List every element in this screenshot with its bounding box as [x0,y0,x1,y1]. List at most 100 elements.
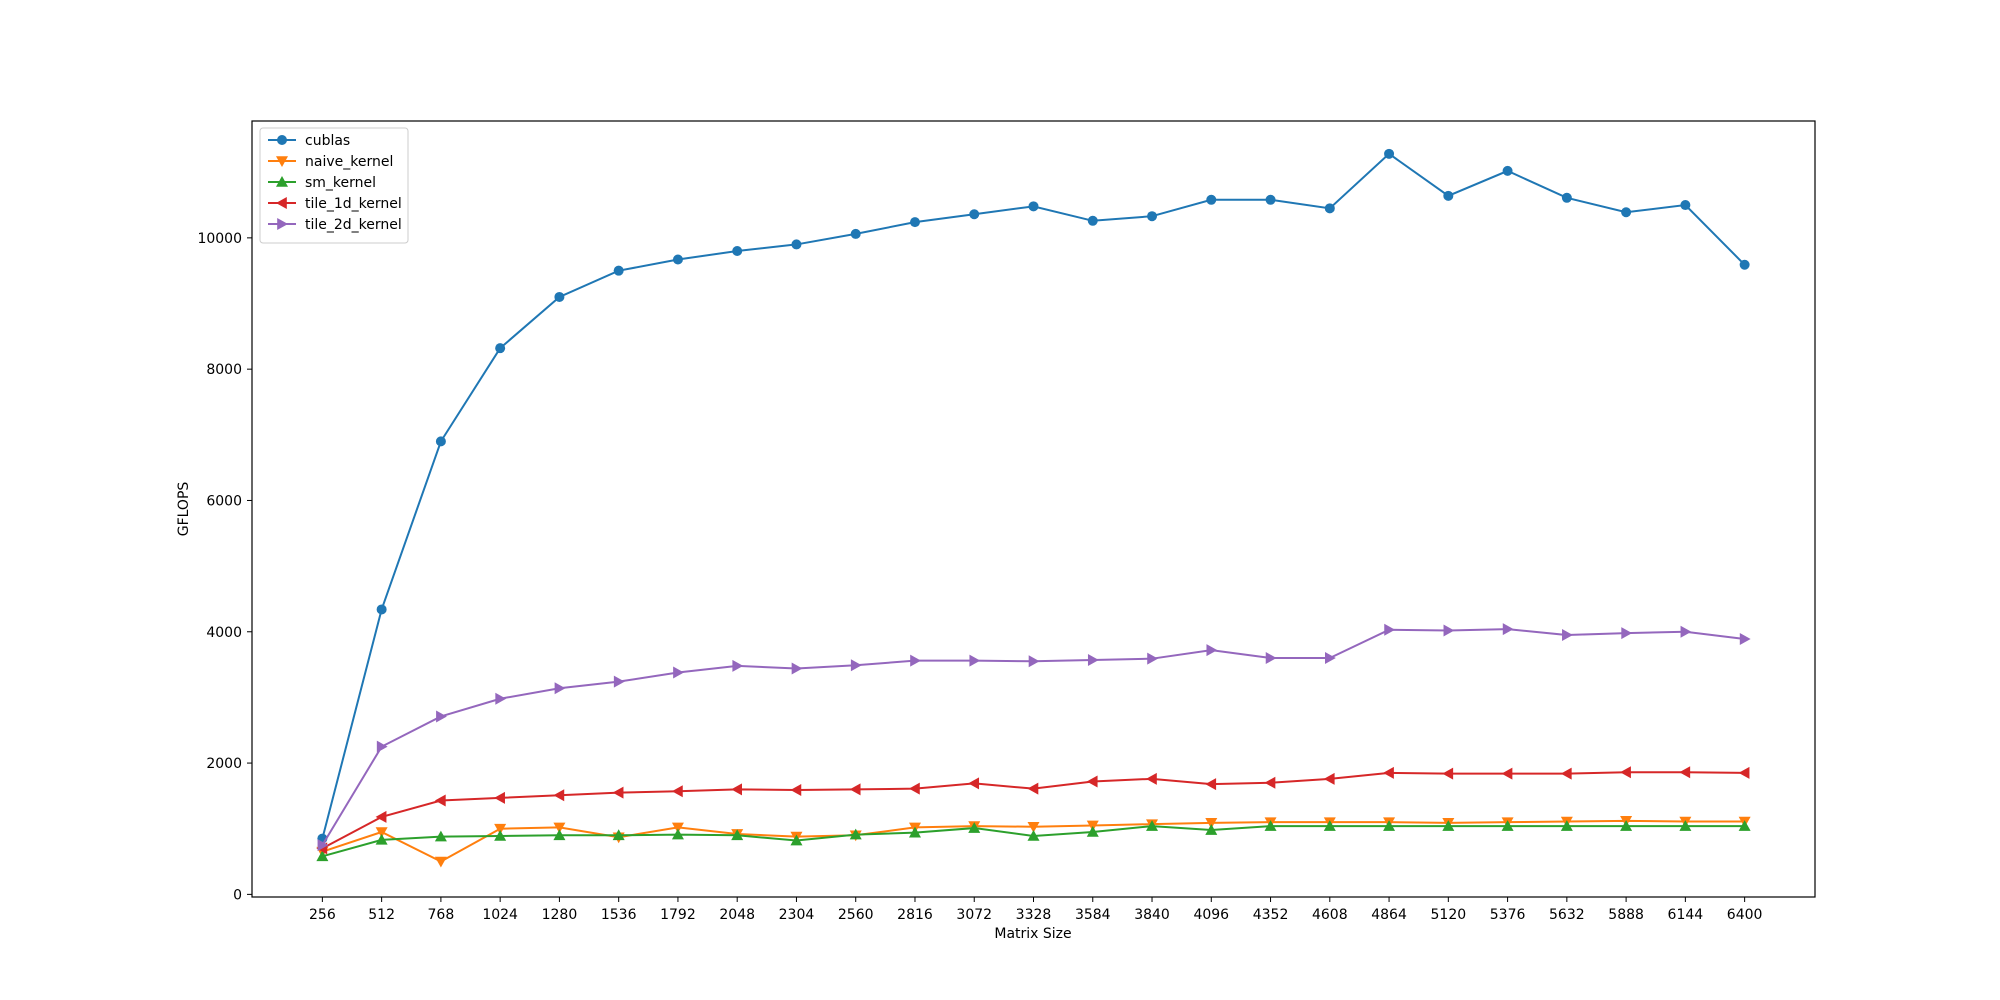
x-tick-label: 4864 [1371,907,1407,923]
y-axis: 0 2000 4000 6000 8000 10000 [197,231,252,903]
sm_kernel-point [790,834,803,846]
tile_2d_kernel-point [376,740,388,753]
tile_2d_kernel-point [554,682,566,695]
cublas-point [1324,203,1335,214]
cublas-point [495,343,506,354]
tile_2d_kernel-point [436,710,447,723]
sm_kernel-point [1027,829,1040,841]
cublas-point [1028,201,1039,212]
tile_2d_kernel-point [910,654,921,667]
cublas-point [435,436,446,447]
cublas-point [376,604,387,615]
x-tick-label: 6400 [1727,907,1763,923]
tile_1d_kernel-point [1086,775,1098,788]
tile_1d_kernel-point [790,783,802,796]
cublas-point [732,245,743,256]
sm_kernel-point [316,850,329,862]
legend-item-naive_kernel[interactable]: naive_kernel [268,154,393,170]
sm_kernel-point [1738,820,1751,831]
cublas-point [1739,259,1750,270]
sm_kernel-point [553,829,566,841]
sm_kernel-point [1146,820,1159,831]
cublas-point [1265,194,1276,205]
legend-label: tile_2d_kernel [305,217,402,233]
tile_2d_kernel-point [317,839,329,852]
tile_1d_kernel-point [1442,767,1454,780]
legend-label: tile_1d_kernel [305,196,402,212]
y-tick-label: 6000 [206,493,242,509]
tile_1d_kernel-point [1323,772,1335,785]
cublas-point [1087,215,1098,226]
cublas-point [909,217,920,228]
naive_kernel-point [1205,818,1218,829]
cublas-point [850,228,861,239]
x-tick-label: 1024 [482,907,518,923]
legend-box [259,127,409,244]
legend-item-sm_kernel[interactable]: sm_kernel [268,175,376,191]
tile_1d_kernel-point [1383,766,1394,779]
tile_2d_kernel-point [1502,623,1514,636]
legend[interactable]: cublas naive_kernel sm_kernel tile_1d_kerne… [259,127,409,244]
x-axis: 256 512 768 1024 1280 1536 1792 2048 2304 2560 281… [309,897,1762,923]
naive_kernel-point [1027,821,1040,833]
x-tick-label: 5888 [1608,907,1644,923]
tile_2d_kernel-point [1087,653,1099,666]
naive_kernel-point [553,822,566,834]
tile_2d_kernel-point [1206,644,1218,657]
tile_1d_kernel-point [1205,778,1217,791]
legend-marker [277,218,288,230]
legend-label: sm_kernel [305,175,376,191]
sm_kernel-point [1323,820,1336,831]
series-cublas [317,148,1750,844]
naive_kernel-point [494,823,507,835]
sm_kernel-point [1501,820,1514,831]
x-tick-label: 5632 [1549,907,1585,923]
naive_kernel-point [671,822,684,834]
tile_1d_kernel-point [434,794,446,807]
y-tick-label: 10000 [197,231,242,247]
x-axis-label: Matrix Size [994,926,1071,942]
y-tick-label: 2000 [206,756,242,772]
tile_1d_kernel-point [1501,767,1513,780]
legend-item-tile_1d_kernel[interactable]: tile_1d_kernel [268,196,402,212]
tile_2d_kernel-point [1562,629,1573,642]
tile_2d_kernel-point [791,662,803,675]
tile_2d_kernel-point [850,659,862,672]
series-sm_kernel [316,820,1751,862]
tile_2d_kernel-point [1028,655,1040,668]
cublas-point [1206,194,1217,205]
series-naive_kernel [316,816,1751,868]
sm_kernel-point [434,830,447,842]
x-tick-label: 3840 [1134,907,1170,923]
tile_2d_kernel-point [1384,623,1396,636]
tile_2d_kernel-point [613,675,625,688]
x-tick-label: 5376 [1490,907,1526,923]
tile_1d_kernel-point [731,783,742,796]
cublas-point [1147,211,1158,222]
sm_kernel-point [1383,820,1396,831]
x-tick-label: 6144 [1668,907,1704,923]
cublas-point [1680,200,1691,211]
sm_kernel-point [1205,824,1218,835]
tile_1d_kernel-point [1738,766,1750,779]
tile_1d_kernel-point [494,791,505,804]
x-tick-label: 512 [368,907,395,923]
x-tick-label: 5120 [1431,907,1467,923]
x-tick-label: 2560 [838,907,874,923]
tile_1d_kernel-point [1560,767,1572,780]
y-tick-label: 0 [233,887,242,903]
tile_2d_kernel-point [495,692,507,705]
tile_1d_kernel-point [1620,766,1631,779]
cublas-line [321,152,1746,839]
legend-item-tile_2d_kernel[interactable]: tile_2d_kernel [268,217,402,233]
tile_2d_kernel-point [1443,624,1455,637]
sm_kernel-point [908,826,921,838]
tile_1d_kernel-point [849,783,861,796]
x-tick-label: 1792 [660,907,696,923]
x-tick-label: 2816 [897,907,933,923]
cublas-point [1384,148,1395,159]
legend-item-cublas[interactable]: cublas [268,133,350,149]
sm_kernel-point [1264,820,1277,831]
plot-area [251,120,1816,898]
